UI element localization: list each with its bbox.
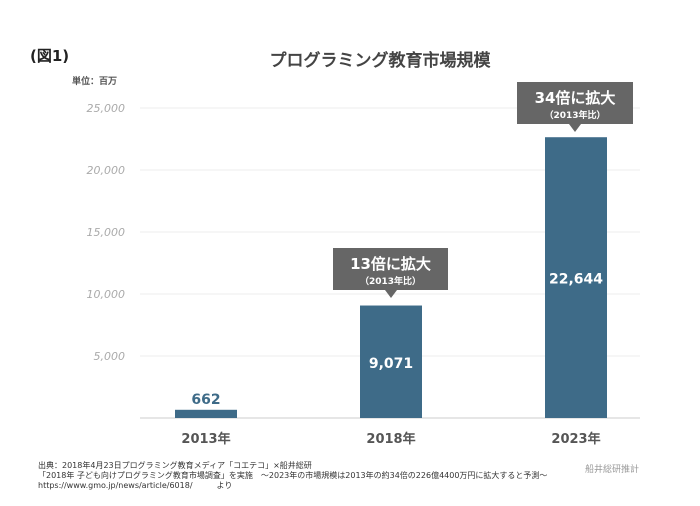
x-tick-label: 2023年: [551, 431, 600, 447]
y-tick-label: 15,000: [87, 226, 126, 239]
bar: [545, 137, 607, 418]
bar: [360, 305, 422, 418]
chart: 5,000 10,000 15,000 20,000 25,000 662 2013年 9,0…: [87, 102, 640, 447]
figure-label: (図1): [30, 47, 70, 65]
source-note: 出典：2018年4月23日プログラミング教育メディア「コエテコ」×船井総研 「20…: [38, 461, 547, 491]
source-line: 出典：2018年4月23日プログラミング教育メディア「コエテコ」×船井総研: [38, 461, 312, 470]
y-tick-label: 25,000: [87, 102, 126, 115]
y-tick-label: 20,000: [87, 164, 126, 177]
annotation-main: 13倍に拡大: [350, 255, 431, 273]
data-label: 662: [191, 392, 220, 408]
annotation-main: 34倍に拡大: [534, 89, 616, 107]
y-axis-unit: 単位：百万: [72, 77, 118, 87]
bar: [175, 409, 237, 418]
data-label: 22,644: [549, 272, 603, 288]
y-tick-label: 5,000: [94, 350, 126, 363]
x-tick-label: 2013年: [181, 431, 230, 447]
y-tick-label: 10,000: [87, 288, 126, 301]
annotation-callout: 13倍に拡大 （2013年比）: [333, 248, 448, 298]
data-label: 9,071: [369, 356, 413, 372]
annotation-callout: 34倍に拡大 （2013年比）: [517, 82, 633, 132]
estimate-note: 船井総研推計: [585, 465, 640, 475]
x-tick-label: 2018年: [366, 431, 415, 447]
source-line: 「2018年 子ども向けプログラミング教育市場調査」を実施 ～2023年の市場規…: [38, 471, 548, 480]
annotation-sub: （2013年比）: [359, 277, 422, 287]
annotation-sub: （2013年比）: [544, 111, 606, 121]
chart-title: プログラミング教育市場規模: [269, 51, 491, 71]
source-line: https://www.gmo.jp/news/article/6018/ より: [38, 481, 233, 490]
